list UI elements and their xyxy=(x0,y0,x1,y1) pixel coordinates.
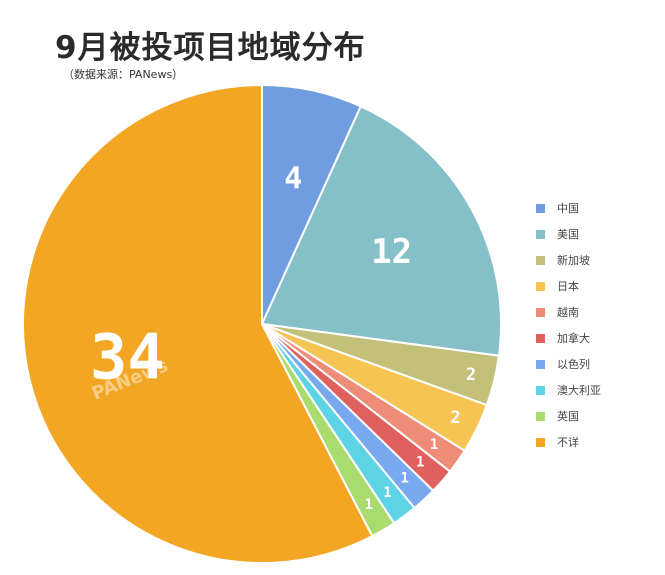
legend-swatch xyxy=(536,385,545,395)
legend-label: 越南 xyxy=(557,306,579,319)
pie-slice-label-10: 34 xyxy=(90,320,165,393)
legend-swatch xyxy=(536,229,545,239)
legend-label: 不详 xyxy=(557,436,579,449)
legend-label: 新加坡 xyxy=(557,254,590,267)
pie-slice-10 xyxy=(22,83,374,564)
legend-label: 澳大利亚 xyxy=(557,384,601,397)
legend-swatch xyxy=(536,333,545,343)
legend-swatch xyxy=(536,203,545,213)
legend-swatch xyxy=(536,255,545,265)
legend-item-7: 以色列 xyxy=(536,351,601,377)
legend-label: 美国 xyxy=(557,228,579,241)
legend-item-3: 新加坡 xyxy=(536,247,601,273)
legend-swatch xyxy=(536,281,545,291)
watermark-2: PANews xyxy=(464,115,546,164)
pie-slice-label-8: 1 xyxy=(383,485,391,501)
legend-swatch xyxy=(536,411,545,421)
pie-slice-label-4: 2 xyxy=(450,408,460,428)
legend-label: 英国 xyxy=(557,410,579,423)
legend-swatch xyxy=(536,307,545,317)
pie-slice-label-1: 4 xyxy=(284,162,302,197)
pie-slice-label-9: 1 xyxy=(365,497,373,513)
pie-slice-label-7: 1 xyxy=(400,471,408,487)
pie-slice-2 xyxy=(260,105,502,357)
chart-subtitle: （数据来源：PANews） xyxy=(63,68,184,81)
legend-label: 加拿大 xyxy=(557,332,590,345)
pie-slice-label-2: 12 xyxy=(371,232,412,272)
legend-item-5: 越南 xyxy=(536,299,601,325)
legend-item-6: 加拿大 xyxy=(536,325,601,351)
pie-slice-label-3: 2 xyxy=(466,365,476,385)
legend-label: 日本 xyxy=(557,280,579,293)
legend-item-2: 美国 xyxy=(536,221,601,247)
pie-slice-label-6: 1 xyxy=(416,454,424,470)
legend-swatch xyxy=(536,359,545,369)
legend-item-8: 澳大利亚 xyxy=(536,377,601,403)
chart-legend: 中国美国新加坡日本越南加拿大以色列澳大利亚英国不详 xyxy=(536,195,601,455)
chart-title: 9月被投项目地域分布 xyxy=(55,30,366,66)
pie-slice-label-5: 1 xyxy=(430,437,438,453)
legend-item-4: 日本 xyxy=(536,273,601,299)
legend-item-1: 中国 xyxy=(536,195,601,221)
legend-item-10: 不详 xyxy=(536,429,601,455)
legend-item-9: 英国 xyxy=(536,403,601,429)
legend-label: 中国 xyxy=(557,202,579,215)
legend-label: 以色列 xyxy=(557,358,590,371)
legend-swatch xyxy=(536,437,545,447)
